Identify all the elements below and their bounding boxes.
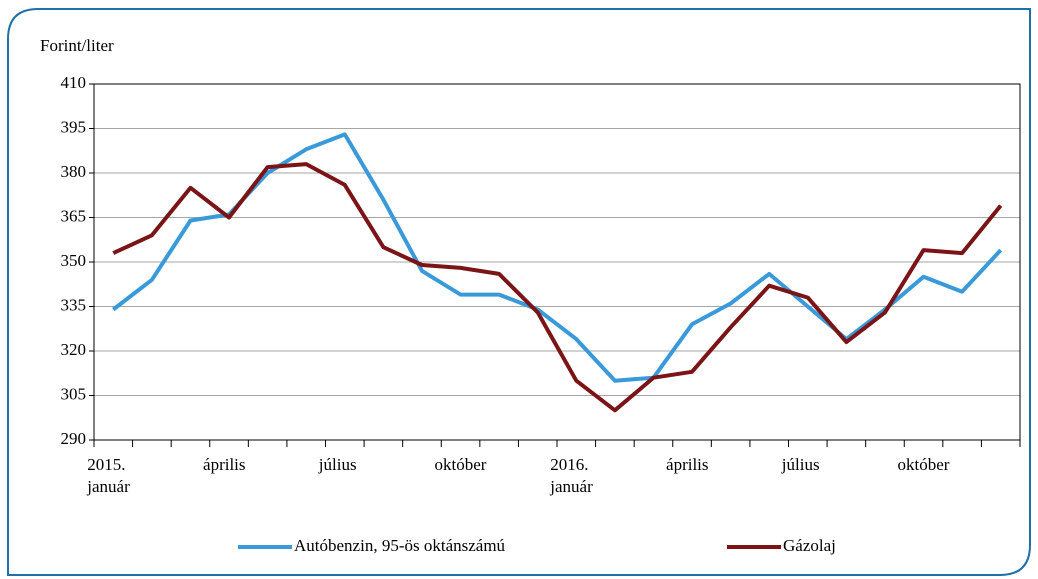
y-tick-label: 350 [61,251,87,270]
x-tick-label: 2015. január [87,455,130,496]
legend-label: Gázolaj [783,536,836,555]
y-tick-label: 335 [61,295,87,314]
data-line [112,132,1003,383]
y-tick-label: 380 [61,162,87,181]
x-tick-label: április [203,455,246,474]
x-tick-label: október [897,455,950,474]
y-tick-label: 305 [61,384,87,403]
x-tick-label: július [318,455,357,474]
y-tick-label: 395 [61,117,87,136]
y-tick-label: 320 [61,340,87,359]
data-line [112,162,1003,413]
x-tick-label: július [781,455,820,474]
x-tick-label: április [666,455,709,474]
x-tick-label: október [434,455,487,474]
y-axis-label: Forint/liter [40,36,114,55]
y-tick-label: 365 [61,206,87,225]
y-tick-label: 410 [61,73,87,92]
x-tick-label: 2016. január [550,455,593,496]
legend-label: Autóbenzin, 95-ös oktánszámú [294,536,506,555]
y-tick-label: 290 [61,429,87,448]
